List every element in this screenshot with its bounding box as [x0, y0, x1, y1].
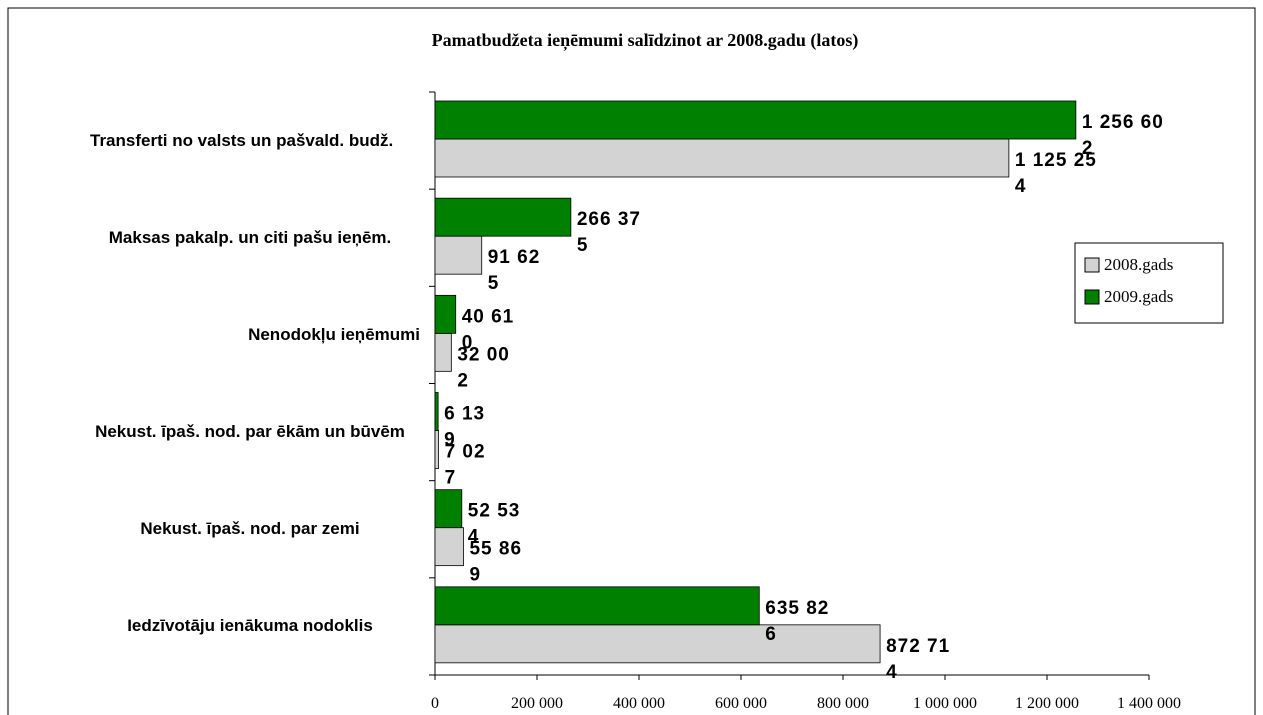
x-tick-label: 600 000	[715, 695, 767, 712]
value-label: 32 00 2	[457, 344, 510, 391]
x-tick-label: 1 400 000	[1117, 695, 1181, 712]
x-tick-label: 200 000	[511, 695, 563, 712]
x-tick-label: 1 200 000	[1015, 695, 1079, 712]
value-label: 266 37 5	[577, 209, 641, 256]
value-label: 6 13 9	[444, 404, 485, 451]
legend-swatch	[1084, 289, 1100, 305]
legend-swatch	[1084, 257, 1100, 273]
category-label: Nenodokļu ieņēmumi	[248, 324, 420, 344]
bar	[434, 586, 760, 626]
chart-title: Pamatbudžeta ieņēmumi salīdzinot ar 2008…	[432, 30, 859, 51]
value-label: 872 71 4	[886, 636, 950, 683]
bar	[434, 489, 463, 529]
x-tick-label: 400 000	[613, 695, 665, 712]
value-label: 1 256 60 2	[1082, 112, 1164, 159]
bar	[434, 197, 572, 237]
legend-label: 2008.gads	[1104, 255, 1173, 274]
value-label: 40 61 0	[462, 306, 515, 353]
bar	[434, 430, 439, 469]
bar	[434, 527, 464, 567]
legend-label: 2009.gads	[1104, 287, 1173, 306]
category-label: Transferti no valsts un pašvald. budž.	[90, 130, 394, 150]
bar	[434, 392, 439, 431]
frame	[7, 7, 1256, 715]
value-label: 52 53 4	[468, 501, 521, 548]
value-label: 635 82 6	[765, 598, 829, 645]
value-label: 1 125 25 4	[1015, 150, 1097, 197]
value-label: 91 62 5	[488, 247, 541, 294]
bar	[434, 100, 1077, 140]
legend-box	[1074, 242, 1224, 324]
category-label: Iedzīvotāju ienākuma nodoklis	[127, 616, 373, 636]
category-label: Nekust. īpaš. nod. par ēkām un būvēm	[95, 422, 405, 442]
value-label: 7 02 7	[445, 442, 486, 489]
value-label: 55 86 9	[469, 539, 522, 586]
x-tick-label: 800 000	[817, 695, 869, 712]
bar	[434, 294, 457, 334]
x-tick-label: 1 000 000	[913, 695, 977, 712]
bar	[434, 624, 881, 664]
x-tick-label: 0	[431, 695, 439, 712]
category-label: Nekust. īpaš. nod. par zemi	[140, 519, 360, 539]
bar	[434, 332, 452, 372]
bar	[434, 138, 1010, 178]
category-label: Maksas pakalp. un citi pašu ieņēm.	[108, 227, 392, 247]
bar	[434, 235, 483, 275]
